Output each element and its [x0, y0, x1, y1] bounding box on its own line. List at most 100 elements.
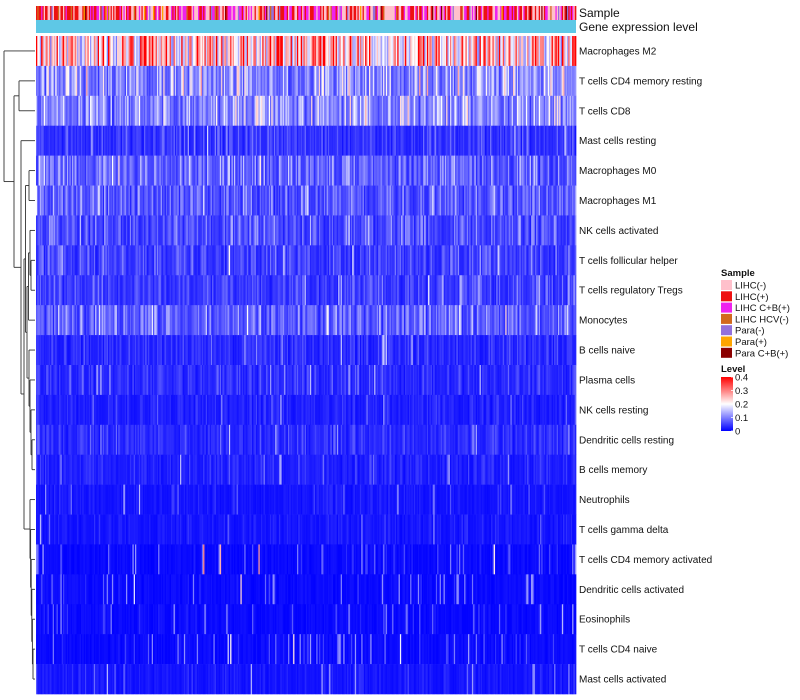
- heatmap-cell: [541, 245, 543, 276]
- heatmap-cell: [182, 275, 185, 306]
- heatmap-cell: [228, 125, 231, 156]
- heatmap-cell: [113, 335, 115, 366]
- heatmap-cell: [385, 155, 388, 186]
- heatmap-cell: [111, 65, 114, 97]
- heatmap-cell: [325, 275, 327, 306]
- heatmap-cell: [189, 275, 191, 306]
- heatmap-cell: [433, 155, 435, 186]
- heatmap-cell: [289, 95, 291, 127]
- heatmap-cell: [371, 65, 374, 97]
- heatmap-cell: [366, 275, 369, 306]
- heatmap-cell: [239, 36, 241, 67]
- heatmap-cell: [263, 95, 266, 127]
- heatmap-cell: [384, 95, 387, 127]
- heatmap-cell: [324, 185, 326, 216]
- heatmap-cell: [514, 65, 516, 97]
- heatmap-cell: [502, 155, 505, 186]
- sample-cell: [168, 6, 171, 20]
- heatmap-cell: [353, 36, 356, 67]
- heatmap-cell: [318, 125, 321, 156]
- sample-cell: [79, 6, 82, 20]
- heatmap-cell: [560, 155, 563, 186]
- heatmap-cell: [191, 36, 194, 67]
- heatmap-cell: [406, 36, 408, 67]
- heatmap-cell: [559, 185, 561, 216]
- heatmap-cell: [294, 155, 297, 186]
- heatmap-cell: [343, 95, 345, 127]
- heatmap-cell: [225, 275, 227, 306]
- heatmap-cell: [556, 245, 559, 276]
- heatmap-cell: [317, 305, 320, 336]
- heatmap-cell: [290, 125, 293, 156]
- heatmap-cell: [81, 305, 83, 336]
- heatmap-cell: [47, 245, 50, 276]
- heatmap-cell: [352, 305, 354, 336]
- heatmap-cell: [232, 335, 235, 366]
- heatmap-cell: [405, 185, 407, 216]
- heatmap-cell: [520, 65, 523, 97]
- heatmap-cell: [244, 155, 246, 186]
- heatmap-cell: [507, 95, 510, 127]
- heatmap-cell: [123, 245, 126, 276]
- heatmap-cell: [329, 335, 331, 366]
- heatmap-cell: [546, 215, 549, 246]
- heatmap-cell: [496, 155, 498, 186]
- heatmap-cell: [96, 245, 99, 276]
- heatmap-cell: [261, 36, 263, 67]
- heatmap-cell: [41, 215, 43, 246]
- heatmap-cell: [294, 245, 297, 276]
- heatmap-cell: [509, 305, 511, 336]
- heatmap-cell: [277, 185, 280, 216]
- sample-cell: [284, 6, 286, 20]
- heatmap-cell: [397, 245, 399, 276]
- heatmap-cell: [366, 95, 369, 127]
- heatmap-cell: [370, 215, 372, 246]
- heatmap-cell: [158, 245, 160, 276]
- heatmap-cell: [138, 275, 141, 306]
- heatmap-cell: [465, 65, 468, 97]
- heatmap-cell: [303, 185, 306, 216]
- heatmap-cell: [487, 305, 489, 336]
- heatmap-cell: [198, 95, 200, 127]
- heatmap-cell: [198, 65, 200, 97]
- heatmap-cell: [500, 36, 502, 67]
- heatmap-cell: [477, 155, 479, 186]
- heatmap-cell: [48, 36, 51, 67]
- heatmap-cell: [200, 155, 203, 186]
- heatmap-cell: [133, 36, 136, 67]
- heatmap-cell: [173, 335, 176, 366]
- heatmap-cell: [304, 185, 307, 216]
- heatmap-cell: [383, 65, 385, 97]
- heatmap-cell: [455, 125, 457, 156]
- heatmap-cell: [140, 245, 142, 276]
- heatmap-cell: [92, 185, 95, 216]
- heatmap-cell: [203, 245, 205, 276]
- heatmap-cell: [288, 275, 290, 306]
- heatmap-cell: [59, 155, 61, 186]
- heatmap-cell: [250, 65, 253, 97]
- heatmap-cell: [424, 95, 426, 127]
- sample-cell: [113, 6, 115, 20]
- heatmap-cell: [524, 305, 527, 336]
- heatmap-cell: [308, 185, 311, 216]
- heatmap-cell: [335, 275, 338, 306]
- heatmap-cell: [190, 275, 192, 306]
- heatmap-cell: [50, 155, 52, 186]
- heatmap-cell: [205, 245, 208, 276]
- heatmap-cell: [459, 125, 461, 156]
- heatmap-cell: [568, 185, 570, 216]
- heatmap-cell: [285, 275, 288, 306]
- heatmap-cell: [362, 245, 365, 276]
- heatmap-cell: [149, 335, 151, 366]
- heatmap-cell: [333, 215, 335, 246]
- sample-cell: [246, 6, 249, 20]
- sample-cell: [313, 6, 316, 20]
- heatmap-cell: [330, 65, 333, 97]
- heatmap-cell: [295, 125, 298, 156]
- heatmap-cell: [568, 65, 570, 97]
- heatmap-cell: [403, 215, 406, 246]
- heatmap-cell: [474, 185, 477, 216]
- heatmap-cell: [295, 65, 298, 97]
- heatmap-cell: [460, 185, 462, 216]
- heatmap-cell: [414, 245, 416, 276]
